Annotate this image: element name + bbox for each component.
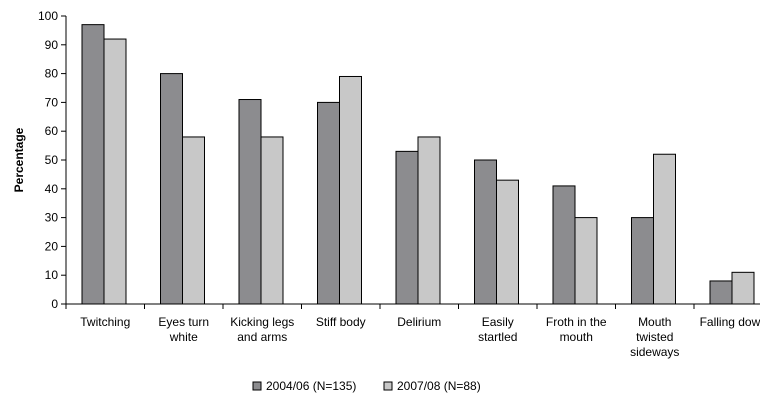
- y-tick-label: 90: [45, 38, 59, 52]
- x-axis: Twitching Eyes turn white Kicking legs and a…: [65, 303, 760, 359]
- bar-series-2: [731, 271, 755, 305]
- x-tick-label-line: Mouth: [638, 315, 671, 329]
- x-tick-label-line: startled: [478, 330, 517, 344]
- y-tick-label: 100: [38, 9, 58, 23]
- bar-series-1: [317, 101, 340, 305]
- y-tick-label: 80: [45, 67, 59, 81]
- x-tick-label-line: twisted: [636, 330, 673, 344]
- bar-series-1: [81, 24, 105, 305]
- legend-label: 2004/06 (N=135): [266, 379, 356, 393]
- x-tick-label-line: Kicking legs: [230, 315, 294, 329]
- x-tick-label-line: white: [169, 330, 198, 344]
- x-tick-label-line: Twitching: [80, 315, 130, 329]
- x-tick-label: Twitching: [80, 315, 130, 329]
- bars: [81, 24, 755, 305]
- y-tick-label: 60: [45, 124, 59, 138]
- y-tick-label: 50: [45, 153, 59, 167]
- legend-swatch: [383, 381, 393, 391]
- x-tick-label-line: sideways: [630, 345, 679, 359]
- bar-series-1: [552, 185, 576, 305]
- x-tick-label-line: Delirium: [397, 315, 441, 329]
- bar-series-2: [182, 136, 205, 305]
- bar-series-2: [653, 153, 676, 305]
- bar-series-2: [417, 136, 441, 305]
- y-tick-label: 20: [45, 239, 59, 253]
- x-tick-label-line: and arms: [237, 330, 287, 344]
- x-tick-label: Froth in the mouth: [546, 315, 607, 344]
- x-tick-label: Delirium: [397, 315, 441, 329]
- legend-swatch: [252, 381, 262, 391]
- x-tick-label: Stiff body: [316, 315, 366, 329]
- y-tick-label: 30: [45, 211, 59, 225]
- x-tick-label: Falling down: [700, 315, 760, 329]
- x-tick-label-line: Falling down: [700, 315, 760, 329]
- bar-series-1: [474, 159, 497, 305]
- x-tick-label: Easily startled: [478, 315, 517, 344]
- x-tick-label-line: Stiff body: [316, 315, 366, 329]
- legend: 2004/06 (N=135) 2007/08 (N=88): [252, 379, 481, 393]
- x-tick-label-line: Froth in the: [546, 315, 607, 329]
- legend-label: 2007/08 (N=88): [397, 379, 481, 393]
- bar-series-1: [238, 99, 262, 305]
- x-tick-label-line: Eyes turn: [158, 315, 209, 329]
- bar-series-1: [709, 280, 733, 305]
- y-axis: 0 10 20 30 40 50 60 70 80 90 100: [38, 9, 67, 311]
- bar-series-2: [496, 179, 519, 305]
- bar-series-2: [574, 217, 598, 305]
- bar-series-1: [631, 217, 654, 305]
- x-tick-label: Kicking legs and arms: [230, 315, 294, 344]
- bar-series-1: [160, 73, 183, 305]
- x-tick-label-line: mouth: [560, 330, 593, 344]
- bar-series-2: [260, 136, 284, 305]
- y-tick-label: 70: [45, 95, 59, 109]
- x-tick-label-line: Easily: [482, 315, 514, 329]
- x-tick-label: Mouth twisted sideways: [630, 315, 679, 359]
- y-tick-label: 10: [45, 268, 59, 282]
- bar-series-2: [103, 38, 127, 305]
- y-axis-label: Percentage: [12, 127, 26, 192]
- y-tick-label: 0: [51, 297, 58, 311]
- x-tick-label: Eyes turn white: [158, 315, 209, 344]
- y-tick-label: 40: [45, 182, 59, 196]
- bar-series-1: [395, 150, 419, 305]
- bar-series-2: [339, 75, 362, 305]
